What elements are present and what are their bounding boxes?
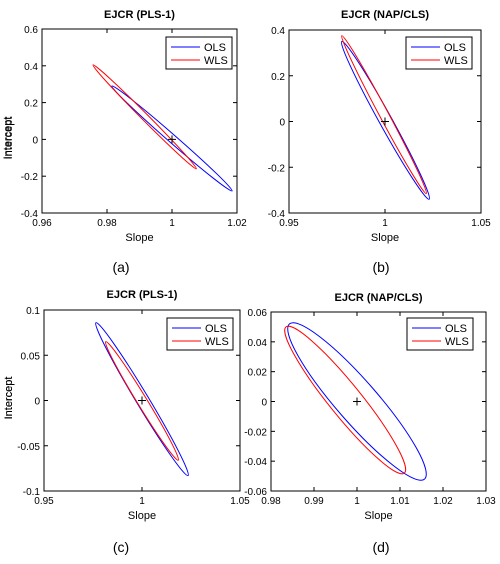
- ellipse-ols: [287, 322, 427, 481]
- ellipse-wls: [105, 341, 179, 461]
- legend-label: OLS: [445, 323, 467, 335]
- x-tick-label: 1.02: [227, 218, 247, 229]
- y-tick-label: -0.2: [268, 163, 286, 174]
- y-tick-label: 0.4: [24, 62, 38, 73]
- panel-caption: (b): [372, 259, 389, 275]
- center-marker: [138, 396, 146, 405]
- ellipse-wls: [284, 325, 407, 475]
- x-axis-label: Slope: [364, 510, 392, 522]
- legend-label: WLS: [444, 55, 468, 67]
- chart-title: EJCR (PLS-1): [107, 289, 178, 301]
- y-tick-label: 0: [261, 398, 267, 409]
- center-marker: [353, 397, 361, 406]
- y-tick-label: -0.4: [268, 209, 286, 220]
- ellipse-wls: [92, 64, 197, 170]
- y-tick-label: -0.02: [244, 427, 267, 438]
- legend-label: WLS: [205, 336, 229, 348]
- x-tick-label: 1: [382, 218, 388, 229]
- chart-panel-4: EJCR (NAP/CLS) 0.98 0.99 1 1.01 1.02 1.03 -0.06…: [3, 292, 496, 555]
- legend-box: [166, 317, 234, 351]
- x-tick-label: 1.05: [230, 496, 250, 507]
- y-tick-label: 0.6: [24, 25, 38, 36]
- center-marker: [168, 135, 176, 144]
- chart-title: EJCR (NAP/CLS): [341, 9, 429, 21]
- y-tick-label: 0.02: [248, 368, 268, 379]
- y-tick-label: -0.2: [21, 172, 39, 183]
- y-tick-label: 0.2: [271, 72, 285, 83]
- y-tick-label: 0.1: [26, 306, 40, 317]
- y-tick-label: 0.05: [21, 351, 41, 362]
- chart-panel-3: EJCR (PLS-1) 0.95 1 1.05 -0.1 -0.05 0 0.05 0.1 Sl…: [3, 289, 250, 555]
- y-tick-label: -0.4: [21, 209, 39, 220]
- y-tick-label: 0: [34, 397, 40, 408]
- y-tick-label: -0.1: [23, 487, 41, 498]
- x-tick-label: 0.98: [97, 218, 117, 229]
- y-tick-label: -0.04: [244, 457, 267, 468]
- x-axis-label: Slope: [128, 510, 156, 522]
- y-tick-label: 0: [32, 135, 38, 146]
- legend-box: [406, 317, 474, 351]
- y-tick-label: -0.05: [17, 442, 40, 453]
- y-tick-label: -0.06: [244, 487, 267, 498]
- legend-label: WLS: [204, 55, 228, 67]
- x-tick-label: 1: [354, 496, 360, 507]
- x-tick-label: 1: [169, 218, 175, 229]
- chart-title: EJCR (NAP/CLS): [334, 292, 422, 304]
- panel-caption: (a): [112, 259, 129, 275]
- chart-panel-2: EJCR (NAP/CLS) 0.95 1 1.05 -0.4 -0.2 0 0.2 0.4 Sl…: [2, 9, 491, 275]
- x-axis-label: Slope: [125, 232, 153, 244]
- x-tick-label: 1.01: [390, 496, 410, 507]
- legend-label: WLS: [445, 336, 469, 348]
- x-tick-label: 1.05: [471, 218, 491, 229]
- legend-box: [165, 36, 233, 70]
- chart-panel-1: EJCR (PLS-1) 0.96 0.98 1 1.02 -0.4 -0.2 0 0.2 0.4…: [3, 9, 247, 275]
- legend-box: [405, 36, 473, 70]
- y-tick-label: 0.2: [24, 99, 38, 110]
- panel-caption: (c): [113, 539, 129, 555]
- x-tick-label: 0.96: [32, 218, 52, 229]
- x-axis-label: Slope: [371, 232, 399, 244]
- y-tick-label: 0: [279, 118, 285, 129]
- y-tick-label: 0.06: [248, 308, 268, 319]
- x-tick-label: 0.98: [261, 496, 281, 507]
- x-tick-label: 1.02: [433, 496, 453, 507]
- x-tick-label: 1.03: [476, 496, 496, 507]
- legend-label: OLS: [205, 323, 227, 335]
- center-marker: [381, 117, 389, 126]
- y-tick-label: 0.4: [271, 26, 285, 37]
- legend-label: OLS: [444, 42, 466, 54]
- ellipse-wls: [341, 35, 427, 195]
- chart-title: EJCR (PLS-1): [104, 9, 175, 21]
- ellipse-ols: [111, 85, 233, 192]
- legend-label: OLS: [204, 42, 226, 54]
- x-tick-label: 0.99: [304, 496, 324, 507]
- x-tick-label: 0.95: [34, 496, 54, 507]
- y-tick-label: 0.04: [248, 338, 268, 349]
- panel-caption: (d): [372, 539, 389, 555]
- y-axis-label: Intercept: [3, 377, 15, 420]
- y-axis-label: Intercept: [3, 377, 15, 420]
- x-tick-label: 1: [139, 496, 145, 507]
- x-tick-label: 0.95: [279, 218, 299, 229]
- y-axis-label: Intercept: [2, 117, 14, 160]
- y-axis-label: Intercept: [3, 117, 15, 160]
